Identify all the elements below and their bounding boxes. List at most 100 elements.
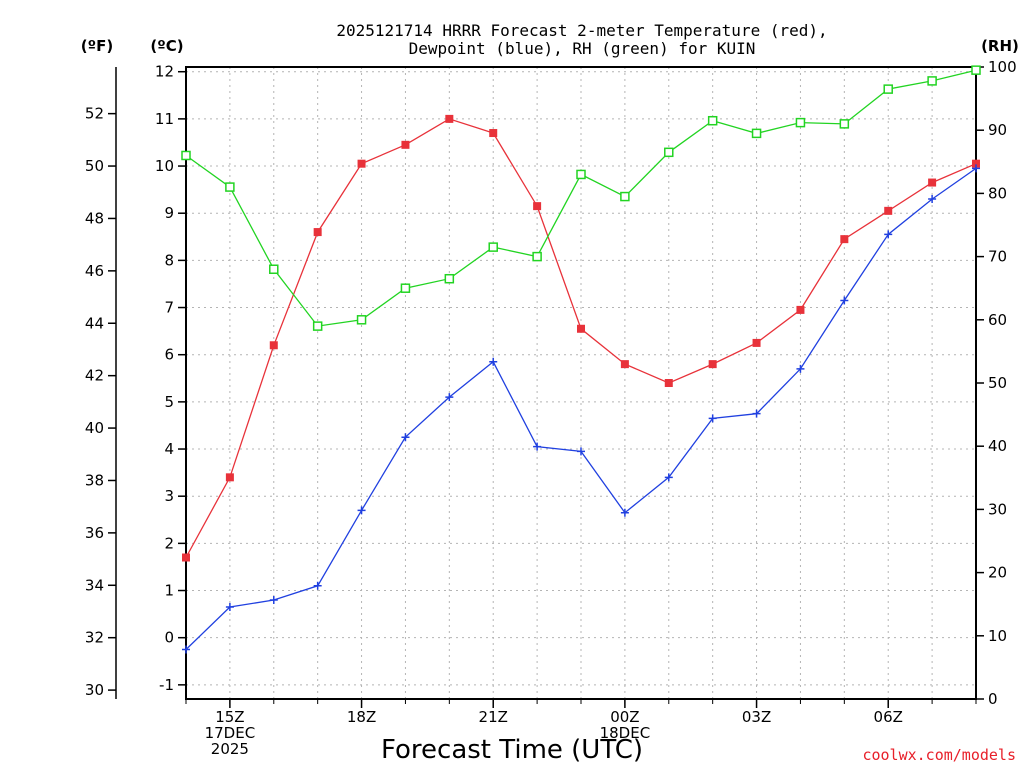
rh-tick-label: 40 xyxy=(988,437,1007,455)
rh-point xyxy=(181,150,191,161)
rh-point xyxy=(225,182,235,192)
rh-point xyxy=(664,147,674,158)
temperature-point xyxy=(664,379,673,387)
x-tick-label: 2025 xyxy=(211,740,249,758)
temperature-point xyxy=(884,206,893,215)
chart-title-line2: Dewpoint (blue), RH (green) for KUIN xyxy=(409,39,756,58)
celsius-tick-label: 12 xyxy=(155,63,174,81)
temperature-point xyxy=(445,114,454,123)
celsius-tick-label: 10 xyxy=(155,157,174,175)
dewpoint-point xyxy=(796,364,805,373)
x-tick-label: 00Z xyxy=(610,708,639,726)
dewpoint-point xyxy=(620,508,629,517)
celsius-tick-label: 2 xyxy=(164,534,174,552)
fahrenheit-tick-label: 40 xyxy=(85,419,104,437)
rh-tick-label: 60 xyxy=(988,311,1007,329)
temperature-point xyxy=(489,129,498,138)
x-tick-label: 03Z xyxy=(742,708,771,726)
x-tick-label: 18DEC xyxy=(600,724,651,742)
dewpoint-point xyxy=(884,230,893,239)
dewpoint-point xyxy=(313,581,322,590)
temperature-point xyxy=(225,473,234,482)
rh-point xyxy=(356,315,367,325)
fahrenheit-tick-label: 52 xyxy=(85,105,104,123)
dewpoint-point xyxy=(489,357,498,366)
x-tick-label: 15Z xyxy=(215,708,244,726)
rh-point xyxy=(444,273,455,284)
rh-tick-label: 0 xyxy=(988,690,998,708)
rh-point xyxy=(488,242,498,252)
dewpoint-point xyxy=(533,442,542,451)
rh-point xyxy=(839,119,850,129)
fahrenheit-tick-label: 34 xyxy=(85,576,104,594)
temperature-point xyxy=(840,235,849,244)
rh-point xyxy=(927,76,937,86)
temperature-point xyxy=(269,341,278,350)
celsius-tick-label: 9 xyxy=(164,204,174,222)
fahrenheit-tick-label: 50 xyxy=(85,157,104,175)
temperature-point xyxy=(752,338,761,347)
rh-tick-label: 70 xyxy=(988,248,1007,266)
celsius-tick-label: -1 xyxy=(159,676,174,694)
temperature-point xyxy=(928,178,937,187)
temperature-point xyxy=(620,360,629,369)
fahrenheit-tick-label: 48 xyxy=(85,209,104,227)
rh-point xyxy=(751,128,762,139)
rh-point xyxy=(883,84,893,94)
celsius-tick-label: 8 xyxy=(164,251,174,269)
chart-title-line1: 2025121714 HRRR Forecast 2-meter Tempera… xyxy=(336,21,827,40)
rh-point xyxy=(971,65,981,75)
temperature-point xyxy=(401,140,410,149)
dewpoint-point xyxy=(401,433,410,442)
dewpoint-point xyxy=(357,506,366,515)
dewpoint-point xyxy=(928,195,937,204)
axes: -101234567891011123032343638404244464850… xyxy=(85,58,1017,758)
celsius-unit-label: (ºC) xyxy=(150,37,183,55)
rh-tick-label: 50 xyxy=(988,374,1007,392)
dewpoint-point xyxy=(445,393,454,402)
x-tick-label: 18Z xyxy=(347,708,376,726)
celsius-tick-label: 11 xyxy=(155,110,174,128)
celsius-tick-label: 6 xyxy=(164,346,174,364)
fahrenheit-tick-label: 46 xyxy=(85,262,104,280)
temperature-point xyxy=(357,159,366,168)
dewpoint-point xyxy=(752,409,761,418)
fahrenheit-tick-label: 42 xyxy=(85,367,104,385)
rh-tick-label: 90 xyxy=(988,121,1007,139)
fahrenheit-tick-label: 38 xyxy=(85,471,104,489)
rh-point xyxy=(795,117,806,128)
rh-point xyxy=(269,264,279,274)
dewpoint-point xyxy=(269,595,278,604)
rh-tick-label: 20 xyxy=(988,564,1007,582)
dewpoint-point xyxy=(182,645,190,654)
series xyxy=(181,65,981,654)
rh-point xyxy=(576,169,586,180)
temperature-point xyxy=(577,324,585,333)
temperature-point xyxy=(533,202,542,211)
fahrenheit-tick-label: 44 xyxy=(85,314,104,332)
dewpoint-point xyxy=(840,296,849,305)
temperature-point xyxy=(313,228,322,237)
credit-text: coolwx.com/models xyxy=(862,746,1016,764)
temperature-point xyxy=(182,553,190,562)
celsius-tick-label: 4 xyxy=(164,440,174,458)
temperature-point xyxy=(708,360,717,369)
fahrenheit-unit-label: (ºF) xyxy=(81,37,113,55)
x-tick-label: 21Z xyxy=(479,708,508,726)
rh-point xyxy=(400,283,411,293)
rh-tick-label: 10 xyxy=(988,627,1007,645)
rh-point xyxy=(620,191,630,202)
fahrenheit-tick-label: 30 xyxy=(85,681,104,699)
rh-tick-label: 30 xyxy=(988,500,1007,518)
rh-tick-label: 100 xyxy=(988,58,1017,76)
dewpoint-point xyxy=(708,414,717,423)
temperature-point xyxy=(796,305,805,314)
rh-tick-label: 80 xyxy=(988,184,1007,202)
dewpoint-point xyxy=(577,447,585,456)
rh-unit-label: (RH) xyxy=(981,37,1019,55)
rh-point xyxy=(707,115,718,126)
temperature-point xyxy=(972,159,980,168)
dewpoint-point xyxy=(972,164,980,173)
